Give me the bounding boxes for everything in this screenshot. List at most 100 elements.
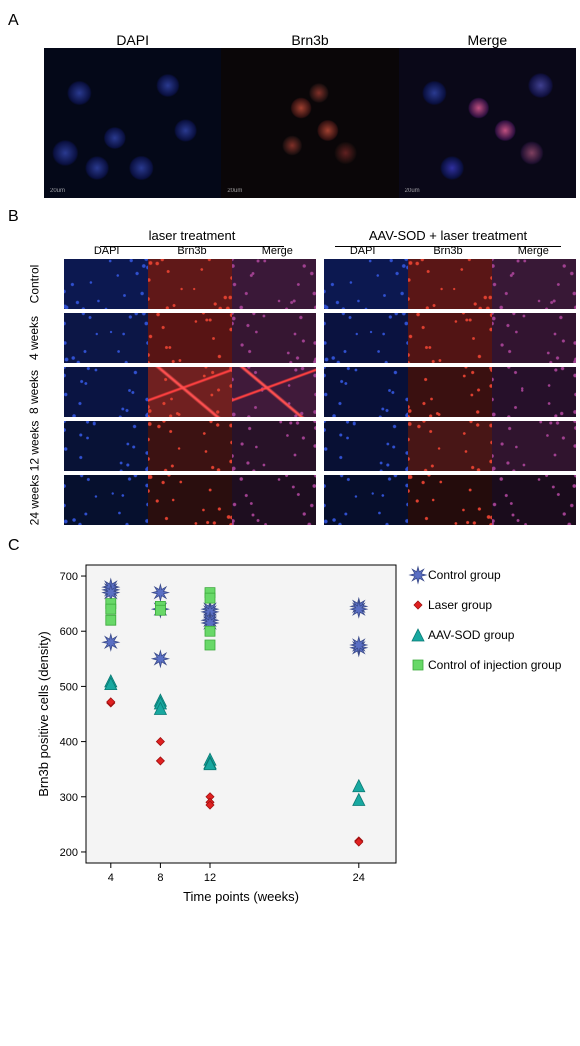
panel-b-row-label: Control bbox=[27, 265, 41, 304]
svg-text:24: 24 bbox=[353, 872, 365, 884]
scalebar: 20um bbox=[405, 188, 420, 194]
svg-text:700: 700 bbox=[60, 571, 78, 583]
panel-b-image-cell bbox=[148, 475, 232, 525]
panel-a-images: 20um 20um 20um bbox=[4, 48, 576, 198]
panel-b-image-cell bbox=[408, 313, 492, 363]
panel-a-col-dapi: DAPI bbox=[44, 32, 221, 48]
panel-b-image-group bbox=[324, 313, 576, 363]
legend-marker-icon bbox=[408, 595, 428, 615]
legend-marker-icon bbox=[408, 655, 428, 675]
panel-a-column-labels: DAPI Brn3b Merge bbox=[4, 32, 576, 48]
group-label: AAV-SOD + laser treatment bbox=[369, 228, 527, 243]
panel-b-image-group bbox=[64, 259, 316, 309]
panel-b-row: 4 weeks bbox=[4, 313, 576, 363]
legend-label: Control of injection group bbox=[428, 658, 561, 672]
svg-text:12: 12 bbox=[204, 872, 216, 884]
panel-b-image-cell bbox=[232, 367, 316, 417]
panel-b-image-cell bbox=[232, 313, 316, 363]
panel-a-image-dapi: 20um bbox=[44, 48, 221, 198]
panel-b-image-group bbox=[64, 367, 316, 417]
panel-b-image-cell bbox=[492, 313, 576, 363]
scalebar: 20um bbox=[50, 188, 65, 194]
panel-b-image-cell bbox=[64, 475, 148, 525]
legend-marker-icon bbox=[408, 565, 428, 585]
panel-a-image-brn3b: 20um bbox=[221, 48, 398, 198]
svg-text:8: 8 bbox=[157, 872, 163, 884]
panel-b-image-cell bbox=[148, 313, 232, 363]
group-label: laser treatment bbox=[149, 228, 236, 243]
panel-b-image-group bbox=[324, 367, 576, 417]
panel-b-image-cell bbox=[324, 367, 408, 417]
panel-c: C 200 300 400 500 600 700 4 8 12 24 Time points (w… bbox=[4, 537, 576, 907]
figure-container: A DAPI Brn3b Merge 20um 20um 20um B lase… bbox=[0, 0, 580, 915]
panel-b-image-cell bbox=[64, 367, 148, 417]
legend-item: Control group bbox=[408, 565, 561, 585]
svg-text:Time points (weeks): Time points (weeks) bbox=[183, 889, 299, 904]
panel-b-image-group bbox=[64, 313, 316, 363]
panel-b-image-cell bbox=[408, 421, 492, 471]
panel-a-label: A bbox=[8, 12, 576, 30]
panel-b-image-cell bbox=[232, 421, 316, 471]
svg-text:300: 300 bbox=[60, 792, 78, 804]
panel-a-image-merge: 20um bbox=[399, 48, 576, 198]
panel-c-label: C bbox=[8, 537, 576, 555]
panel-b-label: B bbox=[8, 208, 576, 226]
panel-b-image-cell bbox=[148, 259, 232, 309]
legend-label: Laser group bbox=[428, 598, 492, 612]
scatter-chart: 200 300 400 500 600 700 4 8 12 24 Time points (wee… bbox=[34, 557, 404, 907]
panel-b-image-group bbox=[324, 421, 576, 471]
panel-b-image-cell bbox=[324, 421, 408, 471]
panel-a-col-brn3b: Brn3b bbox=[221, 32, 398, 48]
panel-b-image-cell bbox=[492, 421, 576, 471]
panel-b-image-cell bbox=[64, 421, 148, 471]
svg-text:200: 200 bbox=[60, 847, 78, 859]
panel-b-image-cell bbox=[64, 313, 148, 363]
panel-b-image-group bbox=[64, 421, 316, 471]
panel-b-image-cell bbox=[492, 259, 576, 309]
panel-b-group-headers: laser treatment AAV-SOD + laser treatmen… bbox=[4, 228, 576, 245]
svg-text:400: 400 bbox=[60, 737, 78, 749]
panel-a-col-merge: Merge bbox=[399, 32, 576, 48]
scalebar: 20um bbox=[227, 188, 242, 194]
panel-b-image-cell bbox=[232, 259, 316, 309]
panel-b-group-laser: laser treatment bbox=[64, 228, 320, 245]
panel-b-image-cell bbox=[408, 259, 492, 309]
panel-b-row-label: 24 weeks bbox=[27, 475, 41, 526]
legend-label: Control group bbox=[428, 568, 501, 582]
chart-legend: Control group Laser group AAV-SOD group Con… bbox=[404, 557, 561, 907]
legend-marker-icon bbox=[408, 625, 428, 645]
panel-b-image-group bbox=[64, 475, 316, 525]
panel-b-row-label: 4 weeks bbox=[27, 316, 41, 360]
legend-item: Laser group bbox=[408, 595, 561, 615]
panel-b-rows: Control 4 weeks 8 weeks 12 weeks 24 weeks bbox=[4, 259, 576, 525]
panel-b-image-cell bbox=[408, 367, 492, 417]
panel-b-image-cell bbox=[148, 421, 232, 471]
panel-b-image-cell bbox=[492, 367, 576, 417]
panel-b-image-cell bbox=[324, 475, 408, 525]
panel-b-image-cell bbox=[148, 367, 232, 417]
legend-label: AAV-SOD group bbox=[428, 628, 514, 642]
svg-text:600: 600 bbox=[60, 626, 78, 638]
panel-b-row: 8 weeks bbox=[4, 367, 576, 417]
panel-b-image-cell bbox=[232, 475, 316, 525]
svg-text:4: 4 bbox=[108, 872, 114, 884]
panel-b-image-cell bbox=[64, 259, 148, 309]
legend-item: AAV-SOD group bbox=[408, 625, 561, 645]
panel-b-row: 24 weeks bbox=[4, 475, 576, 525]
panel-b-image-cell bbox=[492, 475, 576, 525]
chart-wrap: 200 300 400 500 600 700 4 8 12 24 Time points (wee… bbox=[4, 557, 576, 907]
panel-b-row-label: 12 weeks bbox=[27, 421, 41, 472]
panel-b-image-group bbox=[324, 259, 576, 309]
panel-b-image-cell bbox=[408, 475, 492, 525]
panel-b-row: Control bbox=[4, 259, 576, 309]
panel-b: B laser treatment AAV-SOD + laser treatm… bbox=[4, 208, 576, 525]
svg-text:500: 500 bbox=[60, 681, 78, 693]
svg-text:Brn3b positive cells (density): Brn3b positive cells (density) bbox=[36, 631, 51, 796]
panel-b-row-label: 8 weeks bbox=[27, 370, 41, 414]
legend-item: Control of injection group bbox=[408, 655, 561, 675]
panel-b-row: 12 weeks bbox=[4, 421, 576, 471]
panel-b-image-cell bbox=[324, 259, 408, 309]
panel-b-group-aavsod: AAV-SOD + laser treatment bbox=[320, 228, 576, 245]
panel-b-image-cell bbox=[324, 313, 408, 363]
panel-b-image-group bbox=[324, 475, 576, 525]
